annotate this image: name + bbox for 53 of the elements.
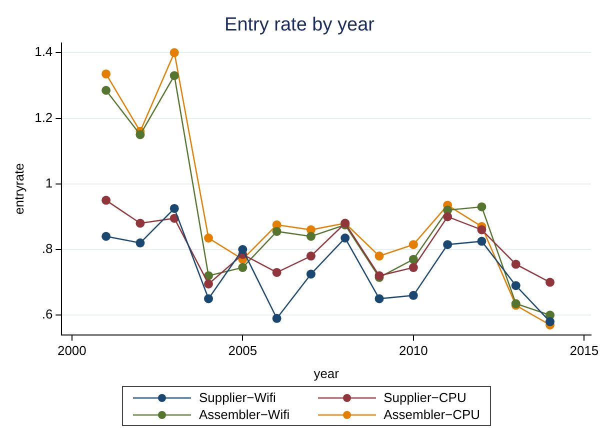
point bbox=[306, 232, 316, 241]
x-tick-label: 2015 bbox=[570, 343, 599, 358]
legend-label: Assembler−Wifi bbox=[198, 407, 290, 422]
point bbox=[170, 204, 179, 213]
point bbox=[546, 278, 555, 287]
legend-label: Assembler−CPU bbox=[384, 407, 480, 422]
y-tick-label: .6 bbox=[42, 306, 53, 322]
point bbox=[408, 290, 418, 300]
x-tick-label: 2000 bbox=[57, 343, 86, 358]
point bbox=[443, 212, 452, 222]
point bbox=[102, 232, 111, 241]
point bbox=[170, 71, 179, 80]
y-axis-title: entryrate bbox=[11, 163, 26, 214]
point bbox=[374, 252, 384, 261]
point bbox=[102, 69, 111, 78]
point bbox=[408, 254, 418, 264]
point bbox=[306, 252, 316, 261]
point bbox=[272, 314, 282, 323]
point bbox=[374, 294, 384, 304]
point bbox=[170, 48, 179, 58]
point bbox=[546, 317, 555, 326]
point bbox=[408, 240, 418, 250]
point bbox=[136, 218, 145, 228]
point bbox=[272, 268, 282, 277]
chart-title: Entry rate by year bbox=[224, 14, 376, 36]
point bbox=[306, 270, 316, 279]
point bbox=[443, 240, 452, 250]
y-tick-label: 1.2 bbox=[34, 110, 53, 125]
point bbox=[204, 234, 214, 243]
y-tick-label: 1.4 bbox=[34, 44, 53, 60]
legend-label: Supplier−Wifi bbox=[198, 390, 276, 405]
point bbox=[408, 263, 418, 272]
x-axis-title: year bbox=[314, 366, 340, 381]
point bbox=[136, 130, 145, 140]
y-tick-label: .8 bbox=[42, 241, 53, 256]
point bbox=[511, 281, 520, 290]
point bbox=[102, 86, 111, 95]
point bbox=[340, 234, 350, 243]
point bbox=[204, 279, 214, 288]
y-tick-label: 1 bbox=[45, 175, 53, 190]
point bbox=[204, 294, 214, 304]
point bbox=[136, 238, 145, 248]
point bbox=[238, 263, 248, 272]
point bbox=[102, 196, 111, 205]
legend-label: Supplier−CPU bbox=[384, 390, 466, 405]
point bbox=[477, 225, 486, 234]
x-tick-label: 2010 bbox=[398, 343, 428, 358]
point bbox=[511, 260, 520, 269]
point bbox=[477, 202, 486, 212]
point bbox=[238, 244, 248, 254]
x-tick-label: 2005 bbox=[228, 343, 258, 358]
point bbox=[477, 236, 486, 246]
point bbox=[272, 226, 282, 236]
